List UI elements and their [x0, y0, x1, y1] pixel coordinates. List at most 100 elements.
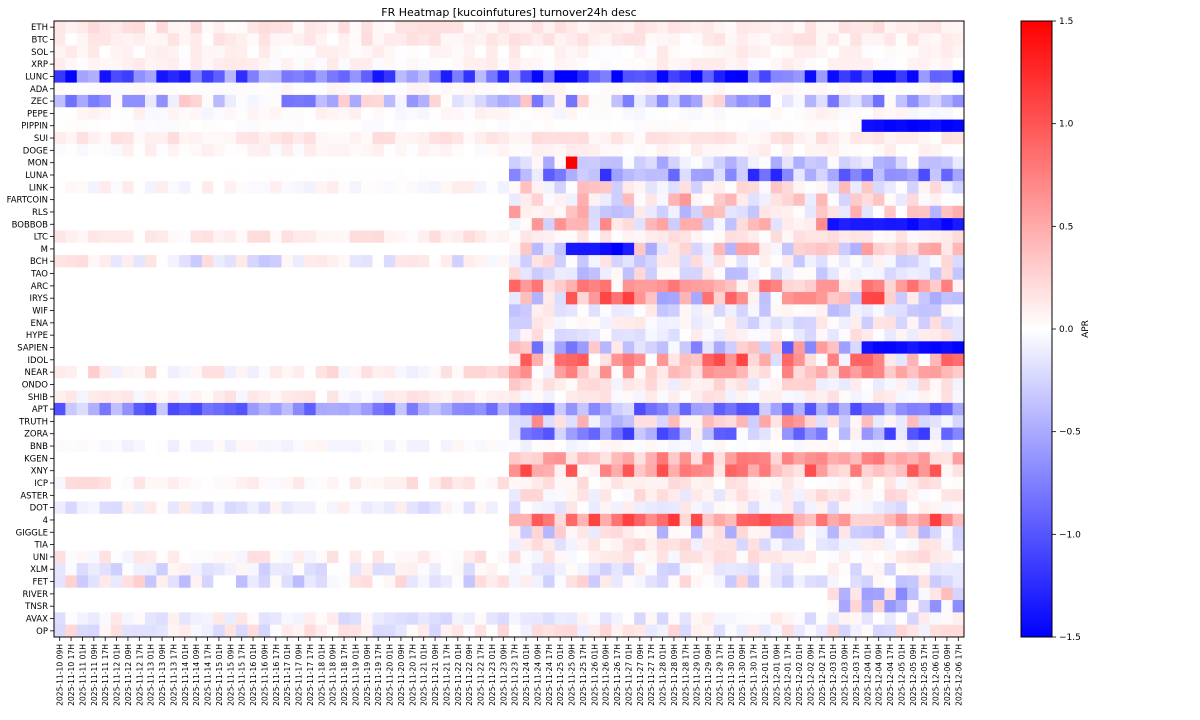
heatmap-cell	[361, 538, 373, 552]
heatmap-cell	[827, 193, 840, 207]
heatmap-cell	[338, 341, 351, 355]
heatmap-cell	[804, 427, 817, 441]
heatmap-cell	[383, 70, 396, 83]
heatmap-cell	[122, 612, 135, 626]
heatmap-cell	[452, 255, 464, 268]
heatmap-cell	[816, 600, 828, 613]
heatmap-cell	[668, 242, 681, 256]
heatmap-cell	[349, 94, 362, 108]
column-label: 2025-11-14 01H	[181, 644, 190, 706]
heatmap-cell	[816, 267, 828, 281]
heatmap-cell	[497, 255, 510, 268]
heatmap-cell	[452, 242, 464, 256]
heatmap-cell	[292, 168, 305, 182]
heatmap-cell	[270, 353, 282, 367]
heatmap-cell	[634, 181, 646, 194]
heatmap-cell	[782, 45, 794, 59]
heatmap-cell	[747, 415, 760, 428]
heatmap-cell	[315, 476, 328, 490]
heatmap-cell	[65, 563, 78, 576]
heatmap-cell	[258, 587, 271, 601]
heatmap-cell	[577, 316, 590, 330]
heatmap-cell	[292, 279, 305, 293]
heatmap-cell	[634, 94, 646, 108]
heatmap-cell	[531, 107, 544, 120]
heatmap-cell	[190, 378, 203, 391]
column-label: 2025-11-13 01H	[147, 644, 156, 706]
heatmap-cell	[600, 131, 612, 145]
heatmap-cell	[270, 156, 282, 170]
heatmap-cell	[372, 341, 385, 355]
heatmap-cell	[167, 119, 180, 133]
heatmap-cell	[565, 316, 578, 330]
heatmap-cell	[327, 341, 339, 355]
column-label: 2025-11-17 17H	[306, 644, 315, 706]
heatmap-cell	[156, 390, 169, 404]
heatmap-cell	[258, 119, 271, 133]
heatmap-cell	[145, 255, 157, 268]
heatmap-cell	[622, 563, 635, 576]
heatmap-cell	[816, 107, 828, 120]
heatmap-cell	[440, 464, 453, 478]
heatmap-cell	[156, 119, 169, 133]
heatmap-cell	[156, 587, 169, 601]
heatmap-cell	[565, 439, 578, 453]
heatmap-cell	[509, 563, 521, 576]
heatmap-cell	[941, 94, 954, 108]
heatmap-cell	[327, 353, 339, 367]
heatmap-cell	[782, 452, 794, 465]
heatmap-cell	[440, 415, 453, 428]
heatmap-cell	[497, 353, 510, 367]
heatmap-cell	[54, 292, 66, 305]
heatmap-cell	[918, 218, 931, 231]
heatmap-cell	[804, 587, 817, 601]
heatmap-cell	[88, 107, 100, 120]
heatmap-cell	[611, 218, 624, 231]
heatmap-cell	[941, 575, 954, 589]
heatmap-cell	[88, 316, 100, 330]
heatmap-cell	[122, 365, 135, 379]
heatmap-cell	[918, 378, 931, 391]
heatmap-cell	[190, 304, 203, 318]
heatmap-cell	[827, 353, 840, 367]
heatmap-cell	[474, 131, 487, 145]
heatmap-cell	[395, 168, 408, 182]
heatmap-cell	[827, 242, 840, 256]
heatmap-cell	[725, 57, 737, 71]
heatmap-cell	[793, 168, 806, 182]
heatmap-cell	[554, 452, 567, 465]
heatmap-cell	[543, 587, 555, 601]
heatmap-cell	[236, 279, 248, 293]
heatmap-cell	[99, 452, 112, 465]
heatmap-cell	[281, 538, 294, 552]
heatmap-cell	[452, 452, 464, 465]
heatmap-cell	[304, 131, 317, 145]
heatmap-cell	[167, 513, 180, 527]
heatmap-cell	[270, 390, 282, 404]
heatmap-cell	[65, 45, 78, 59]
heatmap-cell	[99, 316, 112, 330]
heatmap-cell	[622, 390, 635, 404]
heatmap-cell	[850, 181, 863, 194]
heatmap-cell	[236, 563, 248, 576]
heatmap-cell	[190, 341, 203, 355]
heatmap-cell	[145, 489, 157, 502]
heatmap-cell	[929, 353, 942, 367]
heatmap-cell	[383, 168, 396, 182]
heatmap-cell	[395, 427, 408, 441]
row-label: FARTCOIN	[7, 196, 48, 206]
heatmap-cell	[281, 402, 294, 416]
heatmap-cell	[747, 242, 760, 256]
heatmap-cell	[588, 70, 601, 83]
heatmap-cell	[54, 82, 66, 96]
heatmap-cell	[668, 107, 681, 120]
heatmap-cell	[531, 513, 544, 527]
heatmap-cell	[486, 402, 499, 416]
heatmap-cell	[907, 70, 919, 83]
heatmap-cell	[759, 526, 772, 539]
heatmap-cell	[884, 575, 897, 589]
heatmap-cell	[247, 292, 260, 305]
heatmap-cell	[725, 415, 737, 428]
heatmap-cell	[907, 329, 919, 342]
heatmap-cell	[122, 82, 135, 96]
